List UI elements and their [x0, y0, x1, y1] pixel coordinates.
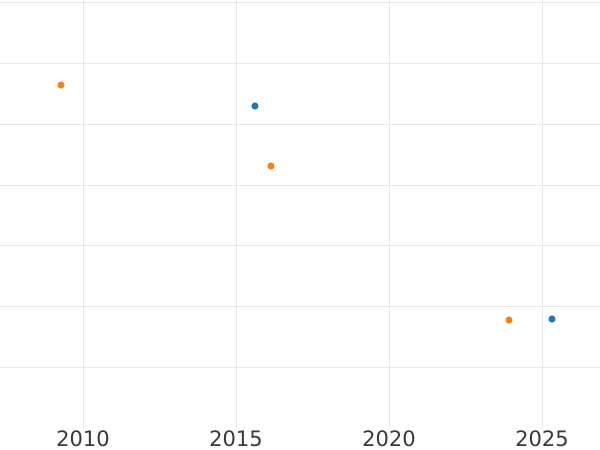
- y-gridline: [0, 245, 600, 247]
- x-tick-label: 2015: [209, 427, 263, 450]
- scatter-point-blue-series: [251, 102, 259, 110]
- x-gridline: [235, 0, 237, 428]
- x-tick-label: 2025: [515, 427, 569, 450]
- scatter-point-blue-series: [548, 315, 556, 323]
- scatter-point-orange-series: [57, 81, 65, 89]
- x-tick-label: 2010: [56, 427, 110, 450]
- y-gridline: [0, 367, 600, 369]
- x-gridline: [82, 0, 84, 428]
- x-tick-label: 2020: [362, 427, 416, 450]
- x-gridline: [541, 0, 543, 428]
- scatter-point-orange-series: [267, 162, 275, 170]
- scatter-point-orange-series: [505, 316, 513, 324]
- x-gridline: [388, 0, 390, 428]
- y-gridline: [0, 123, 600, 125]
- y-gridline: [0, 1, 600, 3]
- y-gridline: [0, 184, 600, 186]
- y-gridline: [0, 62, 600, 64]
- y-gridline: [0, 306, 600, 308]
